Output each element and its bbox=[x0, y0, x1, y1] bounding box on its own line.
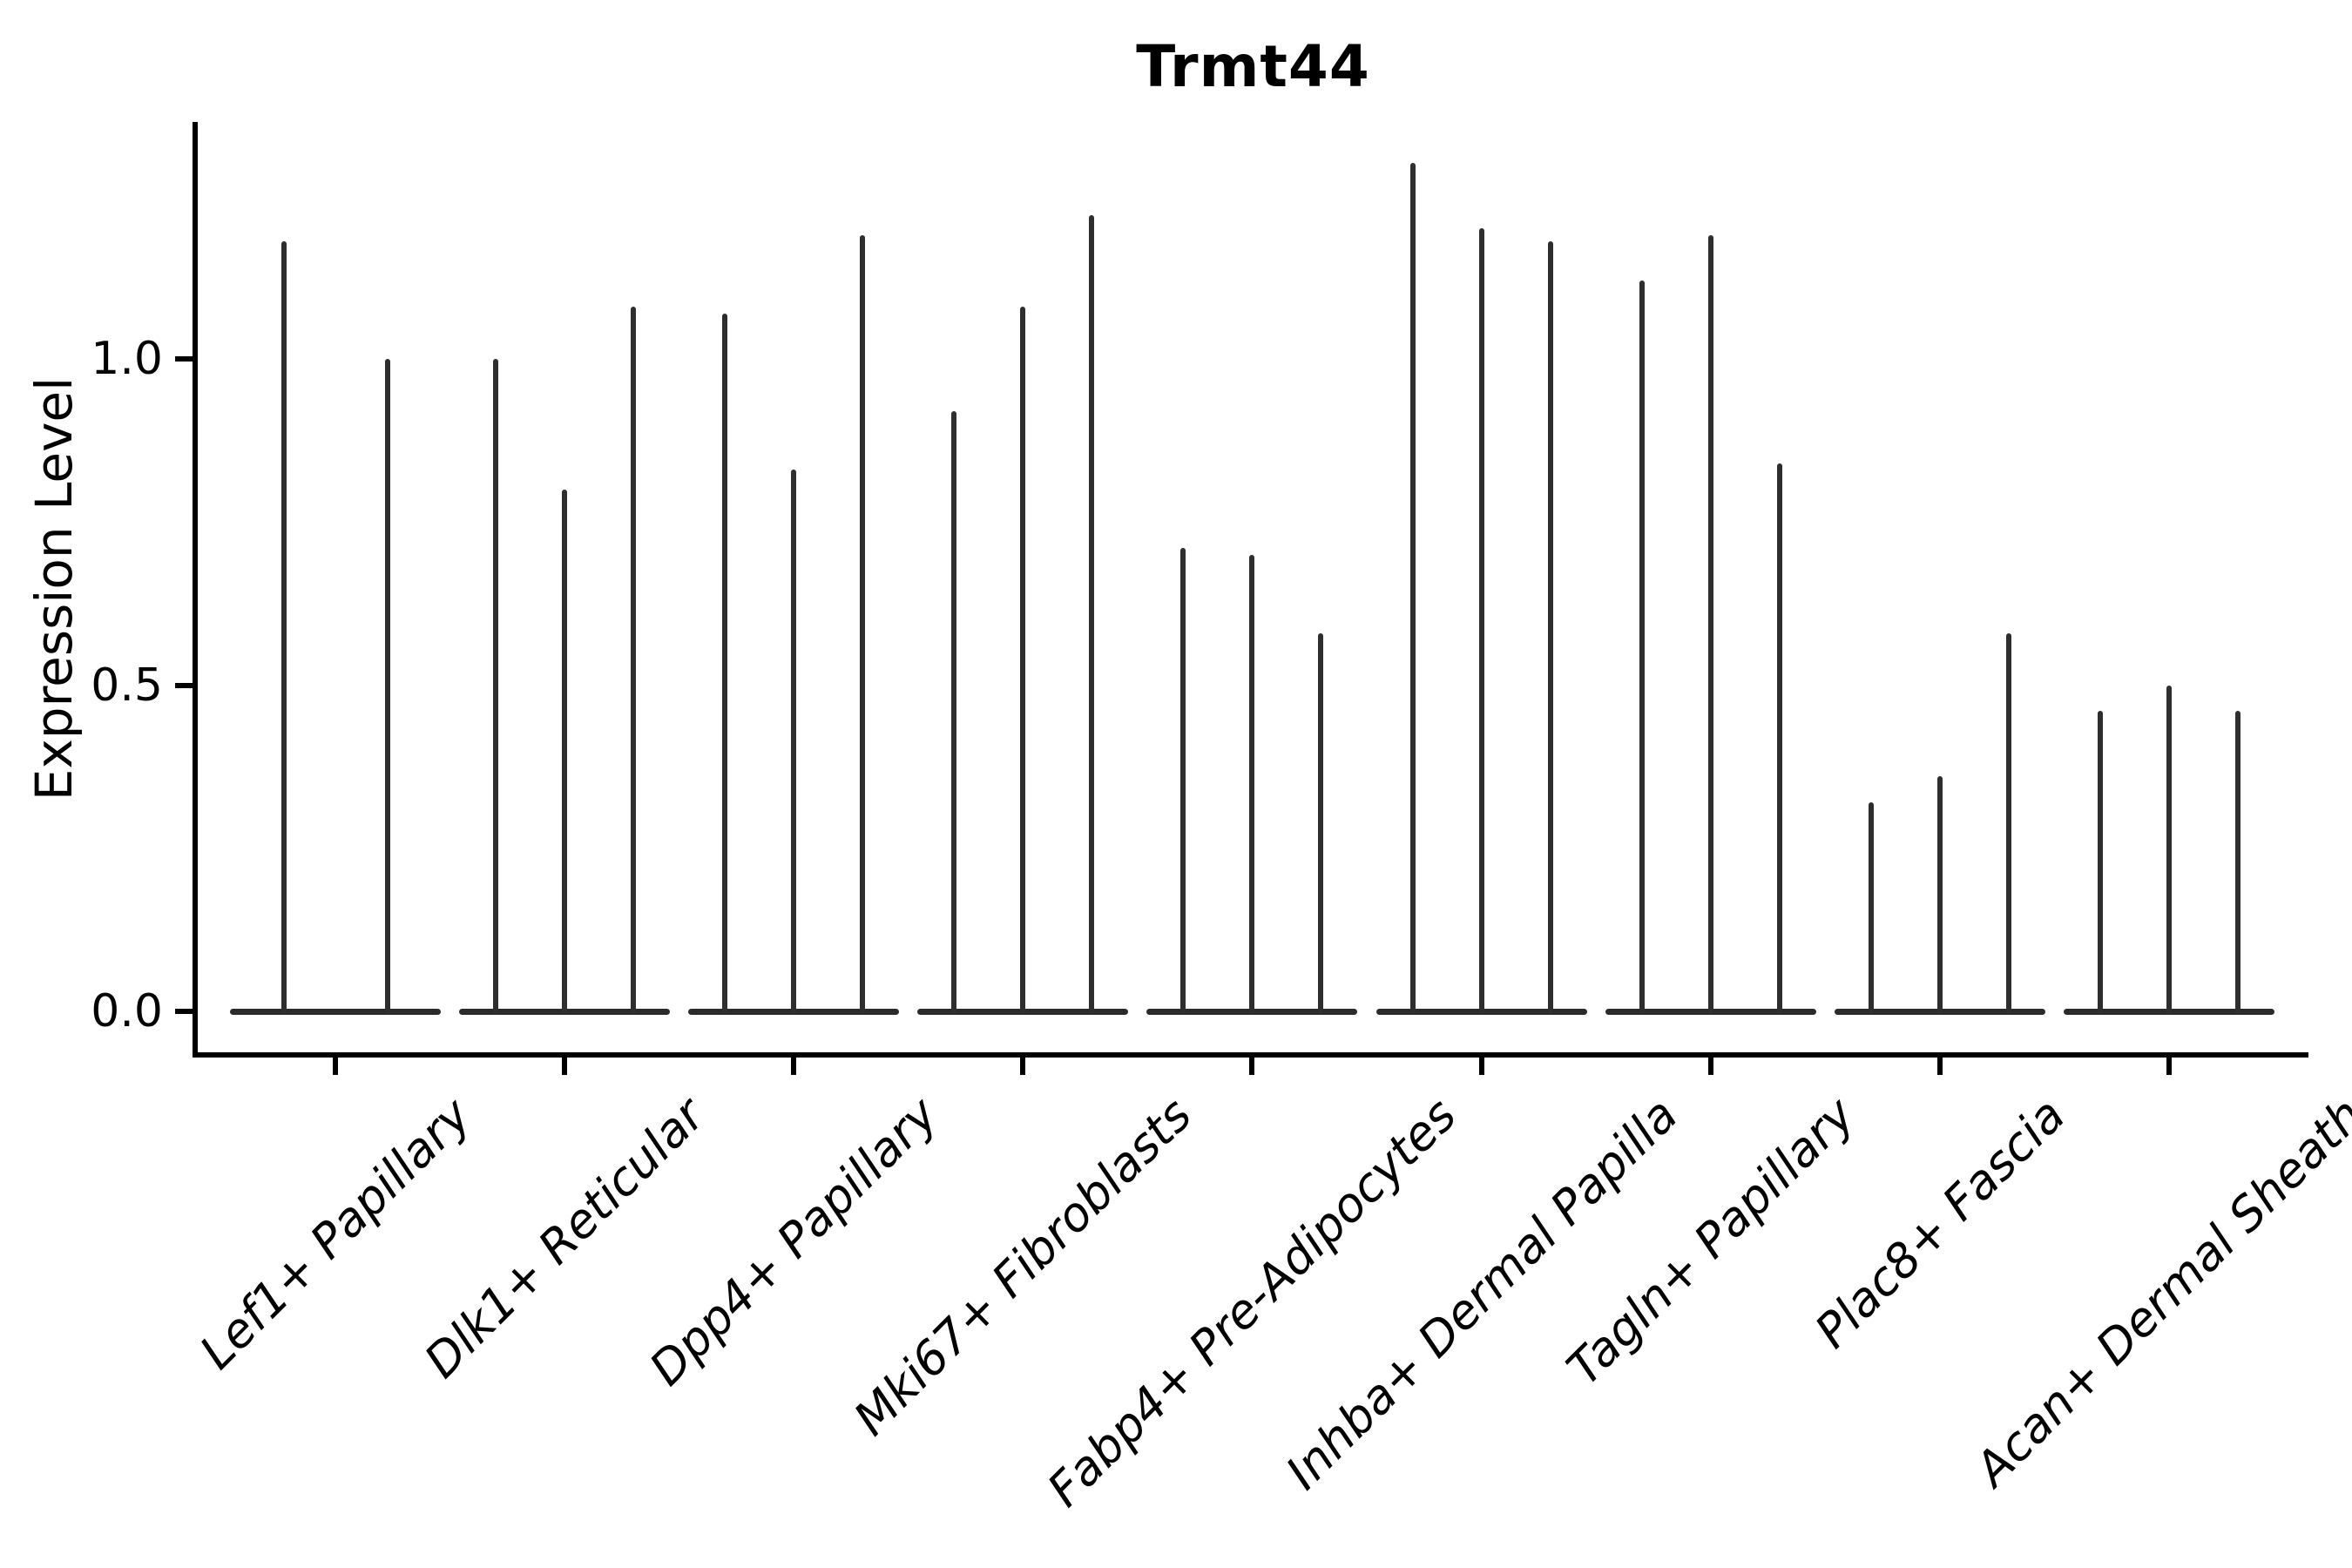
violin-spike bbox=[1776, 463, 1782, 1015]
violin-spike bbox=[1936, 776, 1943, 1015]
x-tick-mark bbox=[1707, 1058, 1713, 1075]
violin-spike bbox=[2234, 711, 2240, 1015]
violin-spike bbox=[2097, 711, 2103, 1015]
violin-spike bbox=[1639, 280, 1645, 1015]
violin-spike bbox=[280, 241, 287, 1015]
x-tick-mark bbox=[1936, 1058, 1943, 1075]
violin-spike bbox=[384, 359, 390, 1015]
y-tick-label: 0.0 bbox=[91, 985, 163, 1037]
x-axis-spine bbox=[193, 1052, 2308, 1058]
chart-title: Trmt44 bbox=[1136, 33, 1370, 100]
violin-spike bbox=[1249, 554, 1255, 1015]
y-tick-mark bbox=[175, 682, 193, 688]
x-tick-mark bbox=[1020, 1058, 1026, 1075]
y-axis-spine bbox=[193, 122, 198, 1058]
x-tick-mark bbox=[333, 1058, 338, 1075]
violin-spike bbox=[722, 313, 728, 1015]
violin-spike bbox=[1868, 802, 1874, 1015]
violin-spike bbox=[1089, 215, 1095, 1015]
y-tick-mark bbox=[175, 356, 193, 362]
violin-spike bbox=[1020, 307, 1026, 1015]
violin-spike bbox=[951, 410, 957, 1015]
violin-spike bbox=[1478, 228, 1484, 1015]
y-axis-label: Expression Level bbox=[24, 376, 84, 801]
violin-base bbox=[230, 1008, 441, 1015]
violin-spike bbox=[493, 359, 499, 1015]
violin-spike bbox=[562, 489, 568, 1015]
x-tick-mark bbox=[791, 1058, 797, 1075]
violin-spike bbox=[791, 470, 797, 1015]
x-tick-mark bbox=[562, 1058, 568, 1075]
x-tick-mark bbox=[1478, 1058, 1484, 1075]
violin-spike bbox=[631, 307, 637, 1015]
violin-spike bbox=[1707, 234, 1713, 1015]
violin-spike bbox=[1547, 241, 1553, 1015]
violin-spike bbox=[1180, 548, 1186, 1015]
x-tick-mark bbox=[1249, 1058, 1255, 1075]
violin-spike bbox=[1318, 632, 1324, 1015]
x-tick-mark bbox=[2166, 1058, 2172, 1075]
y-tick-label: 1.0 bbox=[91, 333, 163, 385]
violin-spike bbox=[1409, 163, 1416, 1015]
violin-spike bbox=[860, 234, 866, 1015]
violin-spike bbox=[2005, 632, 2011, 1015]
violin-spike bbox=[2166, 685, 2172, 1015]
y-tick-label: 0.5 bbox=[91, 659, 163, 712]
y-tick-mark bbox=[175, 1009, 193, 1014]
